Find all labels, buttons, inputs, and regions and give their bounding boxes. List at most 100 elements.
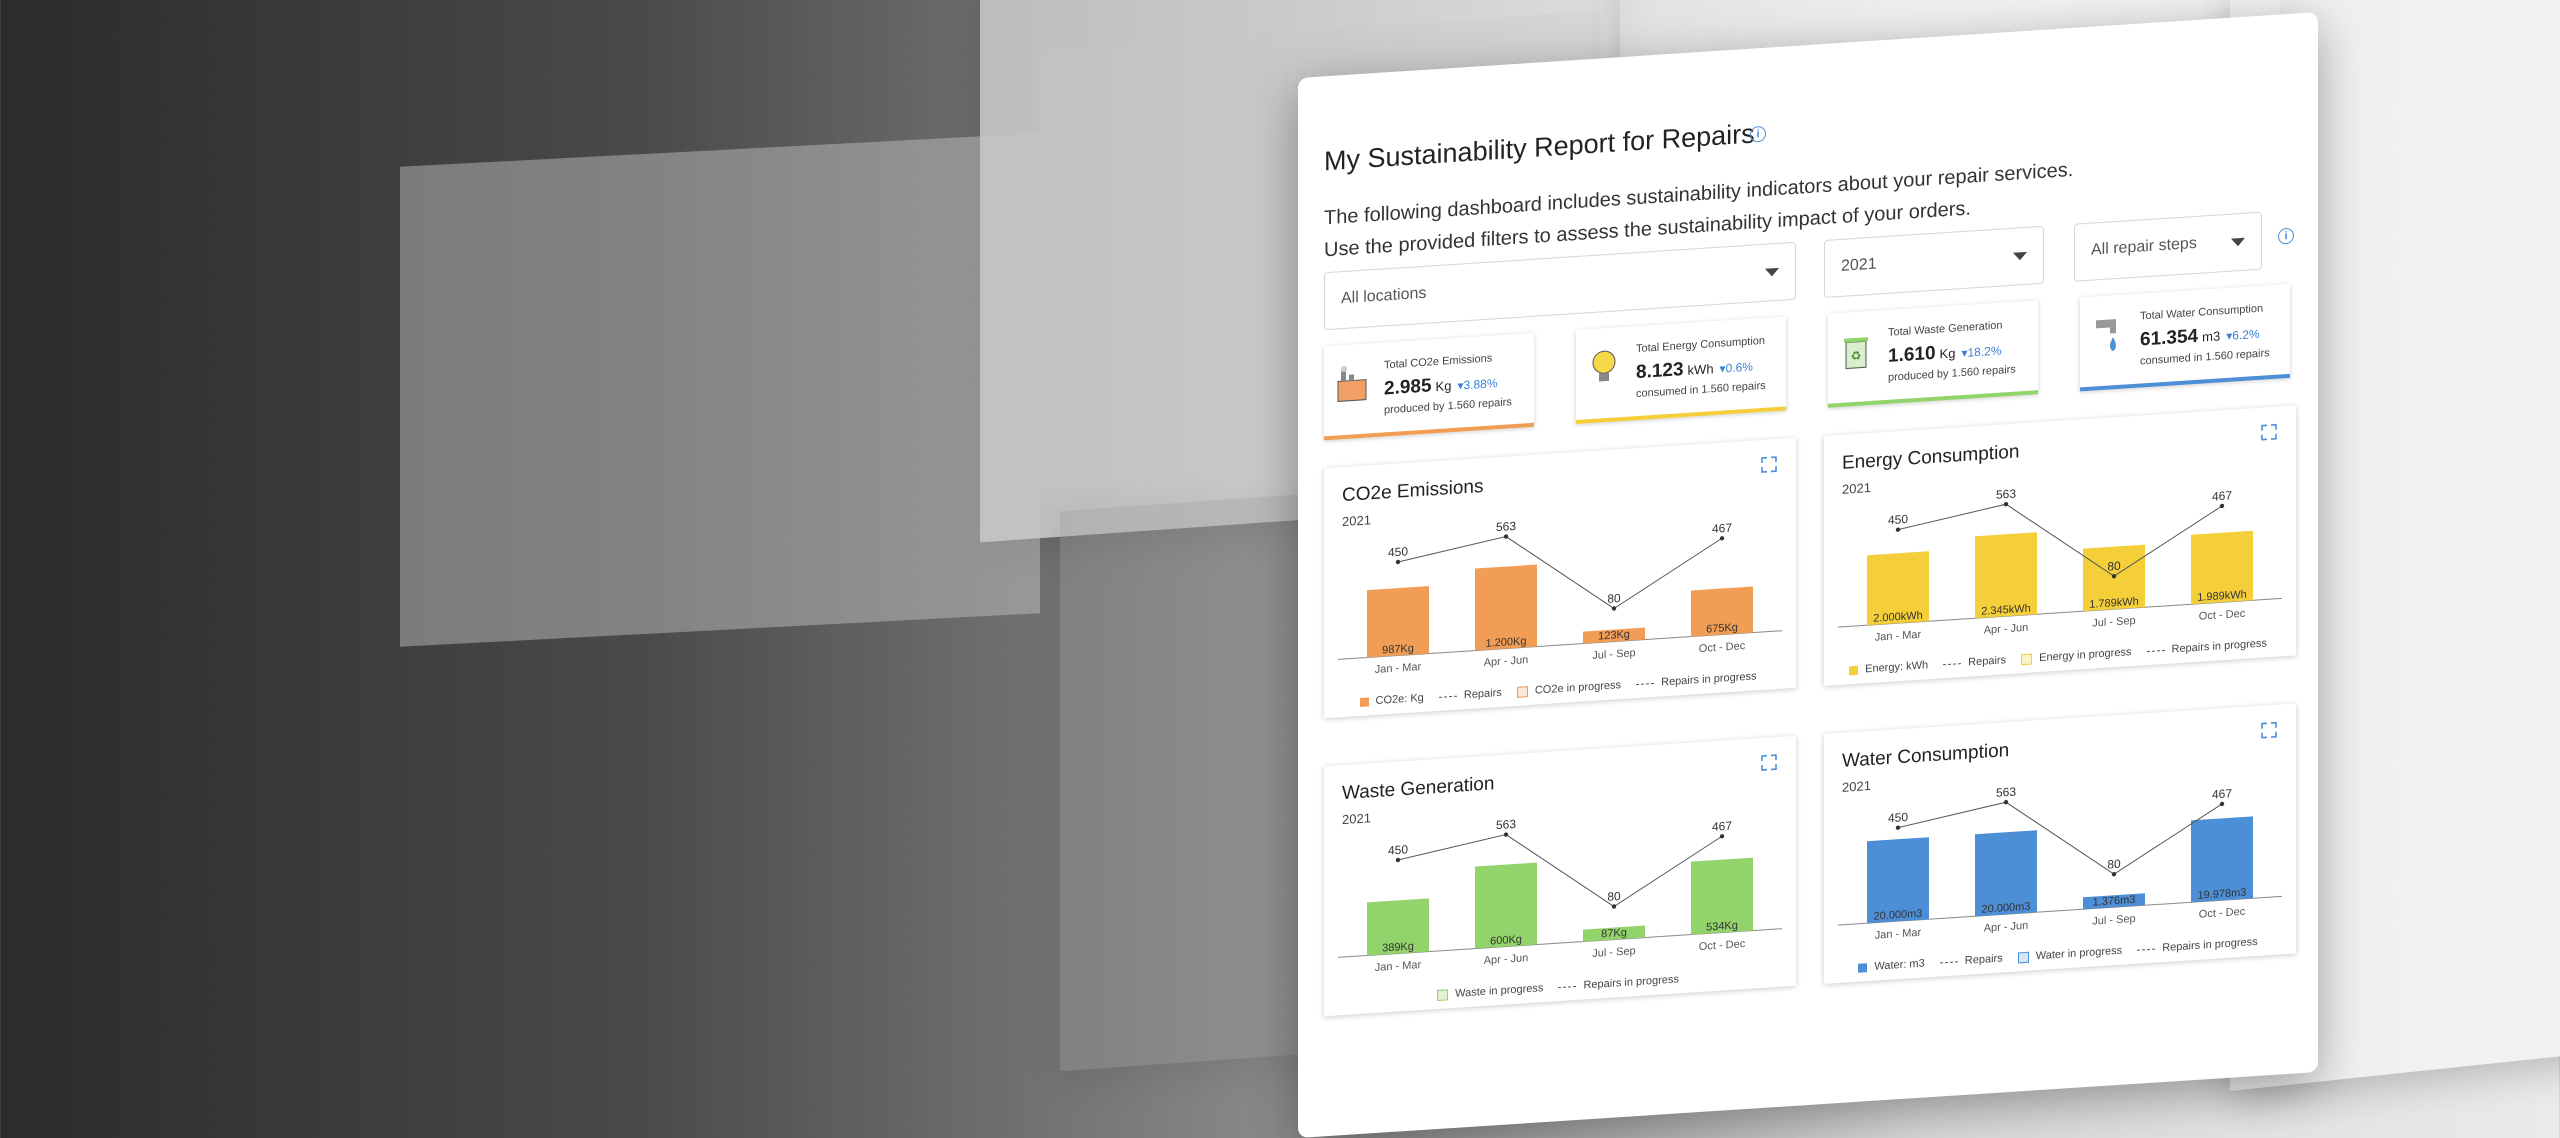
repairs-label: 80 (2107, 857, 2121, 872)
x-tick-label: Apr - Jun (1984, 920, 2029, 935)
svg-text:♻: ♻ (1851, 349, 1862, 364)
expand-icon[interactable] (2260, 721, 2278, 740)
bar (1475, 564, 1537, 651)
repairs-point (2219, 503, 2225, 509)
kpi-label: Total CO2e Emissions (1384, 352, 1493, 372)
x-tick-label: Jan - Mar (1375, 959, 1422, 974)
bar-value-label: 1.200Kg (1486, 635, 1527, 650)
repairs-label: 467 (2212, 488, 2232, 503)
year-select-value: 2021 (1841, 255, 1877, 275)
repairs-label: 467 (2212, 786, 2232, 801)
repairs-line (1397, 536, 1723, 610)
bar-value-label: 389Kg (1382, 941, 1414, 955)
x-tick-label: Jan - Mar (1875, 629, 1922, 644)
expand-icon[interactable] (1760, 455, 1778, 474)
repairs-label: 80 (1607, 889, 1621, 904)
chevron-down-icon (2013, 251, 2027, 261)
repairs-point (1503, 832, 1509, 837)
bar (1367, 898, 1429, 956)
expand-icon[interactable] (2260, 423, 2278, 442)
kpi-waste: ♻ Total Waste Generation 1.610 Kg ▾18.2% p… (1828, 300, 2038, 408)
repairs-label: 563 (1996, 785, 2016, 800)
repairs-label: 450 (1888, 810, 1908, 825)
x-tick-label: Jul - Sep (1592, 945, 1635, 960)
repairs-point (1719, 834, 1725, 839)
kpi-value: 8.123 kWh ▾0.6% (1636, 359, 1753, 384)
background-ghost-chart (400, 133, 1040, 647)
chart-title: Water Consumption (1842, 740, 2010, 772)
repairs-point (2111, 573, 2117, 579)
bar (1583, 925, 1645, 942)
repairs-point (2003, 502, 2009, 507)
x-tick-label: Oct - Dec (1699, 938, 1746, 953)
kpi-energy: Total Energy Consumption 8.123 kWh ▾0.6% c… (1576, 316, 1786, 425)
kpi-label: Total Waste Generation (1888, 319, 2003, 339)
kpi-subtext: produced by 1.560 repairs (1384, 396, 1512, 417)
bar (1867, 551, 1929, 626)
x-tick-label: Jul - Sep (1592, 647, 1635, 662)
chart-card-water: Water Consumption 2021 20.000m3 Jan - Mar… (1824, 703, 2296, 984)
bar-value-label: 123Kg (1598, 629, 1630, 643)
repairs-point (2003, 800, 2009, 805)
repairs-point (2219, 801, 2225, 807)
bar (1975, 830, 2037, 917)
repair-steps-select[interactable]: All repair steps (2074, 211, 2262, 282)
chevron-down-icon (1765, 267, 1779, 277)
repair-steps-select-value: All repair steps (2091, 234, 2197, 259)
repairs-point (1895, 527, 1901, 532)
x-tick-label: Jan - Mar (1875, 927, 1922, 942)
repairs-label: 80 (2107, 559, 2121, 574)
repairs-point (1611, 904, 1617, 909)
repairs-label: 80 (1607, 591, 1621, 606)
year-select[interactable]: 2021 (1824, 225, 2044, 298)
bar (2191, 530, 2253, 605)
x-tick-label: Apr - Jun (1984, 622, 2029, 637)
bar-value-label: 675Kg (1706, 622, 1738, 636)
bar-value-label: 2.345kWh (1981, 603, 2030, 618)
chart-card-energy: Energy Consumption 2021 2.000kWh Jan - Ma… (1824, 405, 2296, 686)
bar (1691, 857, 1753, 935)
chart-title: Waste Generation (1342, 773, 1495, 805)
bar-value-label: 20.000m3 (1982, 901, 2031, 916)
repairs-label: 563 (1496, 817, 1516, 832)
kpi-water: Total Water Consumption 61.354 m3 ▾6.2% co… (2080, 283, 2290, 392)
kpi-co2: Total CO2e Emissions 2.985 Kg ▾3.88% produ… (1324, 332, 1534, 441)
chart-plot: 2.000kWh Jan - Mar 2.345kWh Apr - Jun 1.789k… (1838, 487, 2282, 644)
page-title: My Sustainability Report for Repairs (1324, 118, 1755, 177)
x-tick-label: Apr - Jun (1484, 952, 1529, 967)
x-tick-label: Oct - Dec (2199, 608, 2246, 623)
chart-plot: 389Kg Jan - Mar 600Kg Apr - Jun 87Kg Jul - Se… (1338, 817, 1782, 974)
filters-info-icon[interactable]: i (2278, 227, 2294, 245)
bar-value-label: 2.000kWh (1873, 610, 1922, 625)
repairs-label: 563 (1996, 487, 2016, 502)
repairs-point (1719, 536, 1725, 541)
bar (1975, 532, 2037, 619)
bar-value-label: 19.978m3 (2198, 887, 2247, 902)
x-tick-label: Jan - Mar (1375, 661, 1422, 676)
repairs-point (2111, 871, 2117, 877)
x-tick-label: Oct - Dec (1699, 640, 1746, 655)
sustainability-report-panel: My Sustainability Report for Repairs i T… (1298, 12, 2318, 1138)
info-icon[interactable]: i (1750, 125, 1766, 143)
chart-plot: 20.000m3 Jan - Mar 20.000m3 Apr - Jun 1.376m… (1838, 785, 2282, 942)
bar (1867, 837, 1929, 924)
bar (1691, 586, 1753, 637)
expand-icon[interactable] (1760, 753, 1778, 772)
bar (1583, 627, 1645, 644)
bar (1367, 586, 1429, 658)
kpi-value: 1.610 Kg ▾18.2% (1888, 342, 2002, 367)
kpi-value: 61.354 m3 ▾6.2% (2140, 325, 2260, 351)
x-tick-label: Jul - Sep (2092, 913, 2135, 928)
chart-card-co2: CO2e Emissions 2021 987Kg Jan - Mar 1.200K… (1324, 437, 1796, 719)
x-tick-label: Apr - Jun (1484, 654, 1529, 669)
kpi-label: Total Energy Consumption (1636, 334, 1766, 356)
location-select-value: All locations (1341, 284, 1427, 308)
factory-icon (1337, 366, 1367, 402)
repairs-point (1895, 825, 1901, 830)
bar-value-label: 1.989kWh (2197, 589, 2246, 604)
chart-title: Energy Consumption (1842, 441, 2020, 474)
repairs-label: 450 (1388, 842, 1408, 857)
repairs-label: 467 (1712, 521, 1732, 536)
bar-value-label: 987Kg (1382, 643, 1414, 657)
repairs-label: 450 (1888, 512, 1908, 527)
